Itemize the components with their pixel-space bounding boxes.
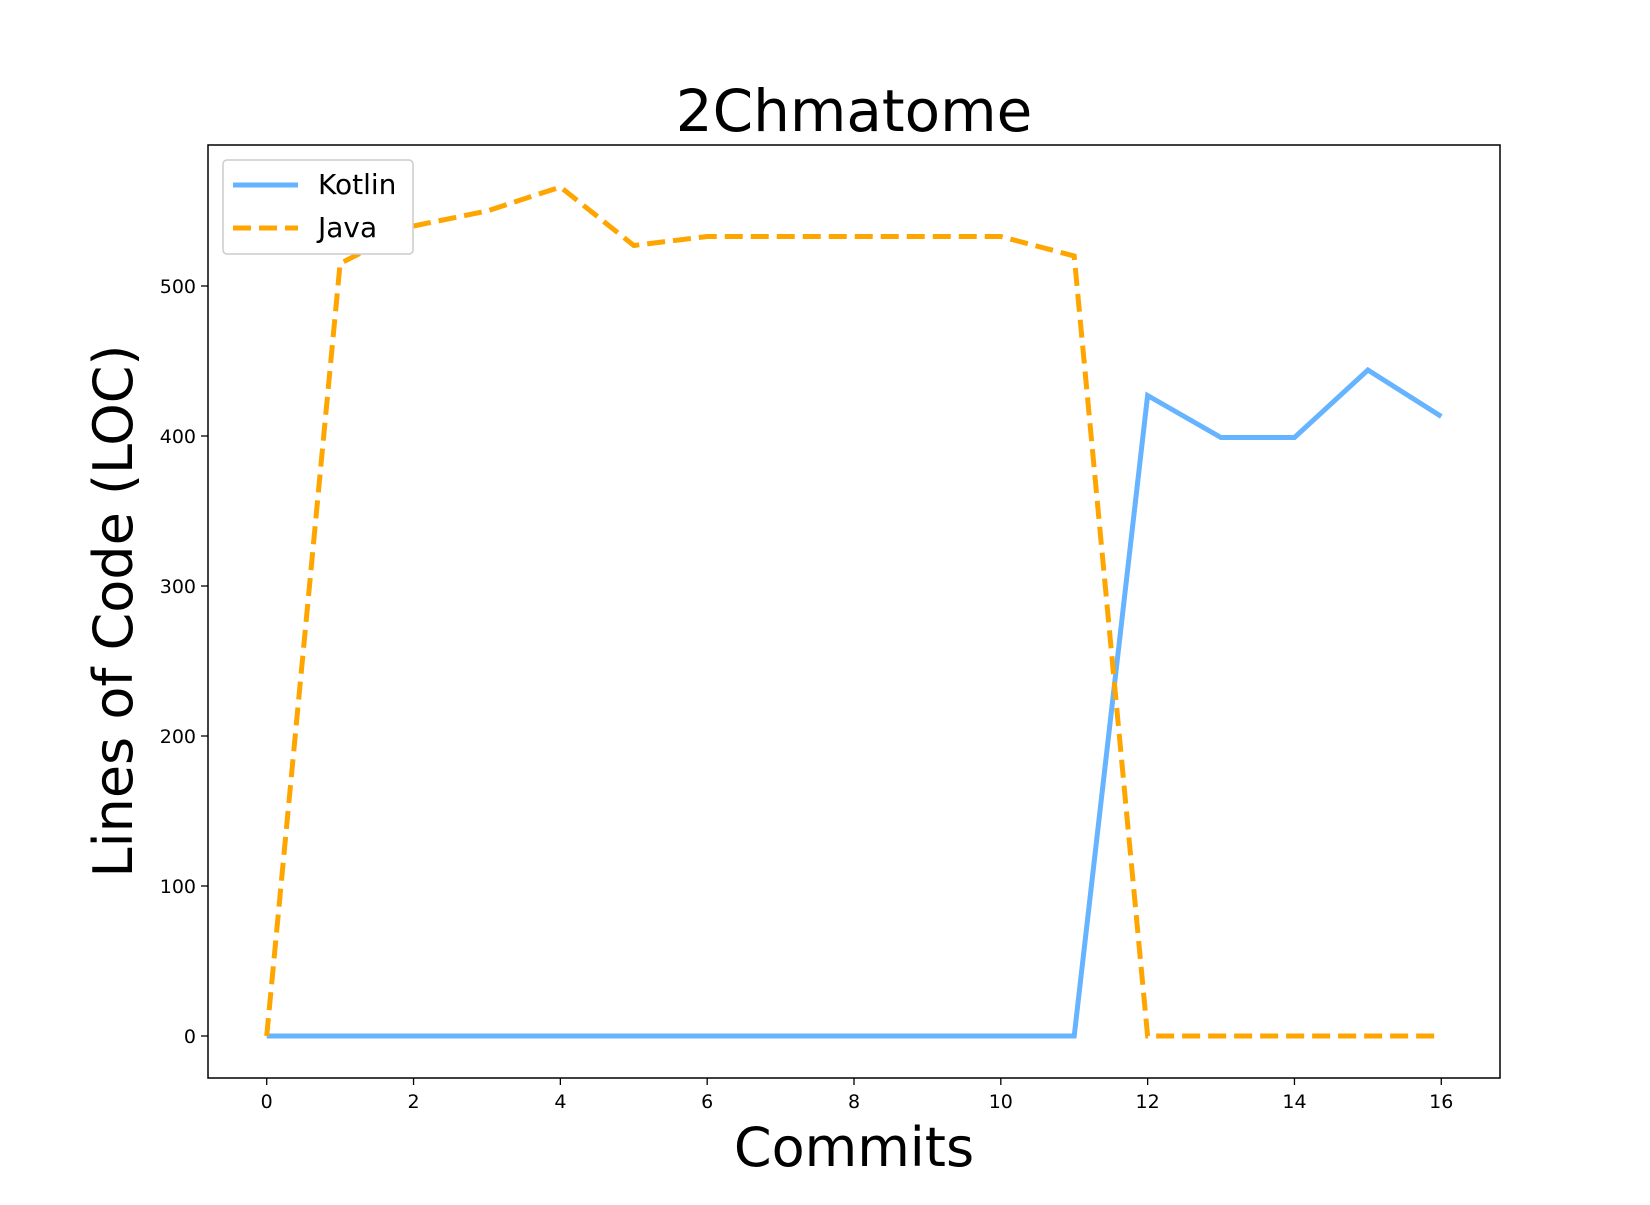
y-tick-label: 0 <box>184 1026 196 1048</box>
legend: Kotlin Java <box>222 159 414 255</box>
y-tick-label: 300 <box>160 576 196 598</box>
x-tick-label: 14 <box>1282 1091 1306 1113</box>
series-line-java <box>264 184 1442 1039</box>
x-tick-label: 12 <box>1136 1091 1160 1113</box>
x-tick-label: 10 <box>989 1091 1013 1113</box>
y-tick-label: 500 <box>160 276 196 298</box>
x-tick-label: 4 <box>554 1091 566 1113</box>
x-axis-label: Commits <box>734 1116 974 1179</box>
y-tick-label: 400 <box>160 426 196 448</box>
y-tick-label: 100 <box>160 876 196 898</box>
x-tick-label: 2 <box>407 1091 419 1113</box>
series-line-kotlin <box>266 366 1443 1039</box>
chart-title: 2Chmatome <box>676 77 1033 145</box>
ticks-layer: 0 2 4 6 8 10 12 14 16 0 100 200 300 400 500 <box>160 276 1454 1113</box>
x-tick-label: 8 <box>848 1091 860 1113</box>
x-tick-label: 16 <box>1429 1091 1453 1113</box>
plot-frame <box>207 144 1501 1079</box>
x-tick-label: 0 <box>261 1091 273 1113</box>
x-tick-label: 6 <box>701 1091 713 1113</box>
legend-label-kotlin: Kotlin <box>318 168 396 201</box>
y-axis-label: Lines of Code (LOC) <box>82 345 145 878</box>
series-layer <box>264 184 1443 1039</box>
y-tick-label: 200 <box>160 726 196 748</box>
legend-label-java: Java <box>316 211 377 244</box>
